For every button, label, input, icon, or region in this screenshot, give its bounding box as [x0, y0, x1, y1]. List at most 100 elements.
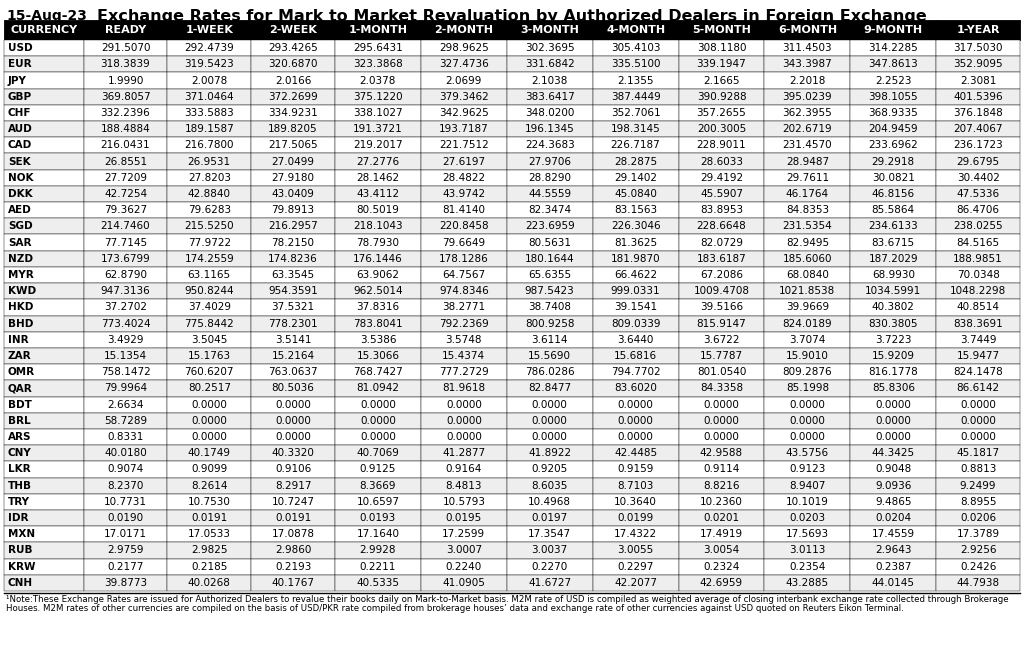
Bar [251, 20, 335, 40]
Bar [850, 526, 936, 542]
Text: 27.9180: 27.9180 [271, 173, 314, 182]
Text: ZAR: ZAR [8, 351, 32, 361]
Bar [850, 429, 936, 445]
Bar [421, 40, 507, 56]
Text: 224.3683: 224.3683 [525, 140, 574, 150]
Bar [167, 40, 251, 56]
Bar [679, 380, 765, 397]
Text: 2.0166: 2.0166 [274, 76, 311, 85]
Bar [850, 300, 936, 316]
Text: 0.0000: 0.0000 [961, 416, 996, 426]
Text: 800.9258: 800.9258 [525, 318, 574, 329]
Bar [936, 170, 1020, 186]
Bar [765, 300, 850, 316]
Text: 196.1345: 196.1345 [525, 124, 574, 134]
Text: 3.5141: 3.5141 [274, 334, 311, 345]
Text: 27.2776: 27.2776 [356, 157, 399, 166]
Bar [850, 20, 936, 40]
Bar [850, 250, 936, 267]
Bar [593, 380, 679, 397]
Bar [4, 283, 84, 300]
Bar [84, 105, 167, 121]
Text: 8.8216: 8.8216 [703, 481, 739, 490]
Text: 234.6133: 234.6133 [868, 221, 919, 232]
Bar [335, 20, 421, 40]
Text: 0.9114: 0.9114 [703, 465, 739, 474]
Bar [765, 137, 850, 153]
Bar [421, 348, 507, 364]
Text: 292.4739: 292.4739 [184, 43, 234, 53]
Bar [167, 56, 251, 72]
Bar [421, 542, 507, 558]
Text: 15.2164: 15.2164 [271, 351, 314, 361]
Bar [4, 316, 84, 332]
Text: 0.0000: 0.0000 [191, 432, 227, 442]
Bar [679, 348, 765, 364]
Text: 10.7530: 10.7530 [187, 497, 230, 507]
Text: 2.6634: 2.6634 [108, 400, 143, 410]
Text: 45.5907: 45.5907 [700, 189, 743, 199]
Text: 792.2369: 792.2369 [439, 318, 488, 329]
Text: 0.0000: 0.0000 [191, 416, 227, 426]
Bar [335, 526, 421, 542]
Bar [593, 153, 679, 170]
Bar [84, 153, 167, 170]
Bar [679, 477, 765, 494]
Text: 178.1286: 178.1286 [439, 254, 488, 264]
Text: 40.0268: 40.0268 [187, 578, 230, 588]
Text: 0.0000: 0.0000 [191, 400, 227, 410]
Text: 3.0113: 3.0113 [790, 545, 825, 556]
Bar [421, 137, 507, 153]
Bar [167, 218, 251, 234]
Bar [936, 267, 1020, 283]
Text: 42.9588: 42.9588 [700, 448, 743, 458]
Text: 0.0199: 0.0199 [617, 513, 653, 523]
Text: 0.0203: 0.0203 [790, 513, 825, 523]
Bar [251, 234, 335, 250]
Text: 202.6719: 202.6719 [782, 124, 833, 134]
Text: 28.1462: 28.1462 [356, 173, 399, 182]
Bar [84, 283, 167, 300]
Text: KRW: KRW [8, 562, 36, 572]
Bar [850, 170, 936, 186]
Text: 0.0193: 0.0193 [359, 513, 396, 523]
Text: 0.0000: 0.0000 [617, 416, 653, 426]
Text: 783.8041: 783.8041 [353, 318, 402, 329]
Text: 84.3358: 84.3358 [700, 384, 743, 393]
Bar [593, 575, 679, 591]
Text: 317.5030: 317.5030 [953, 43, 1002, 53]
Text: 390.9288: 390.9288 [696, 92, 746, 102]
Text: 83.1563: 83.1563 [614, 205, 657, 215]
Bar [251, 380, 335, 397]
Text: 78.7930: 78.7930 [356, 237, 399, 248]
Text: 37.2702: 37.2702 [104, 302, 147, 313]
Bar [765, 461, 850, 477]
Text: 809.2876: 809.2876 [782, 367, 833, 377]
Bar [850, 332, 936, 348]
Text: 760.6207: 760.6207 [184, 367, 234, 377]
Text: 3.7223: 3.7223 [876, 334, 911, 345]
Bar [4, 267, 84, 283]
Bar [936, 364, 1020, 380]
Bar [4, 558, 84, 575]
Text: 185.6060: 185.6060 [782, 254, 833, 264]
Text: 17.1640: 17.1640 [356, 529, 399, 540]
Bar [335, 267, 421, 283]
Bar [4, 153, 84, 170]
Bar [507, 137, 593, 153]
Bar [4, 250, 84, 267]
Bar [84, 510, 167, 526]
Bar [167, 202, 251, 218]
Bar [593, 40, 679, 56]
Text: 37.4029: 37.4029 [187, 302, 230, 313]
Bar [765, 429, 850, 445]
Bar [421, 461, 507, 477]
Bar [593, 234, 679, 250]
Bar [421, 283, 507, 300]
Bar [850, 186, 936, 202]
Text: 369.8057: 369.8057 [100, 92, 151, 102]
Text: 17.3789: 17.3789 [956, 529, 999, 540]
Text: 176.1446: 176.1446 [353, 254, 402, 264]
Bar [421, 429, 507, 445]
Bar [593, 413, 679, 429]
